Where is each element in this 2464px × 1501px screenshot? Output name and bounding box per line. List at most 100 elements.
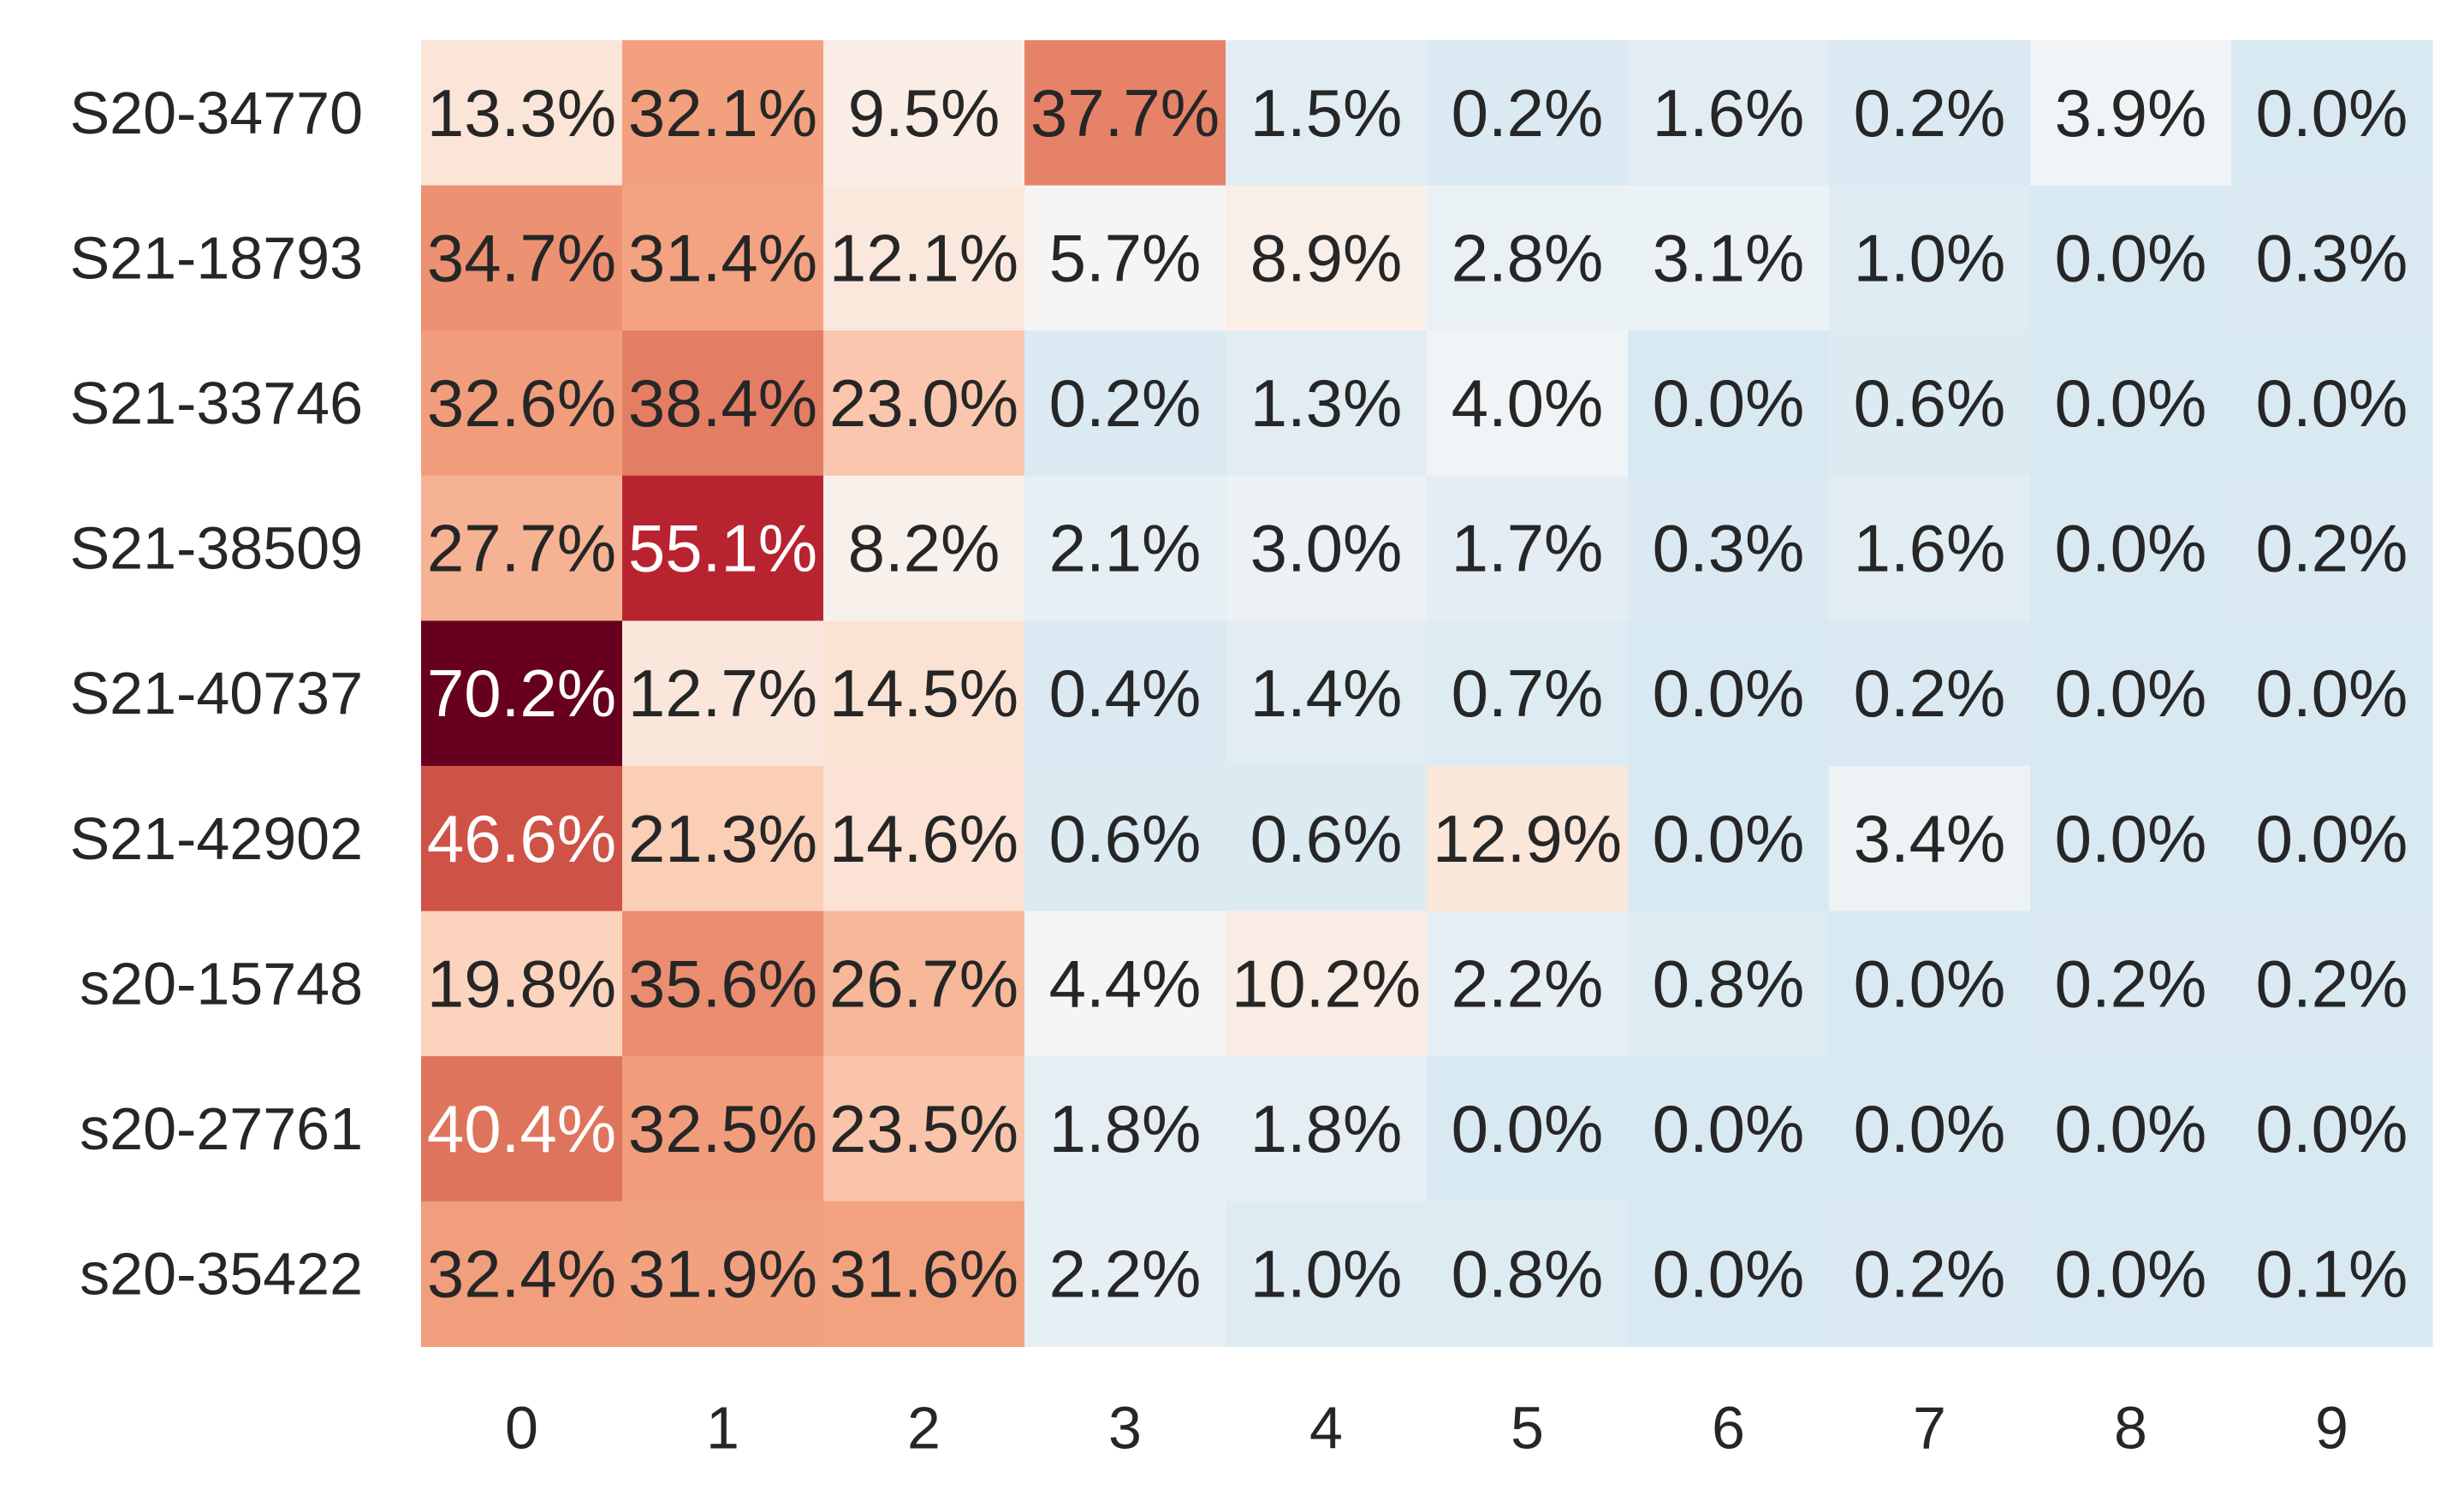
x-tick-label: 9 <box>2315 1394 2348 1461</box>
heatmap-cell-label: 32.5% <box>628 1091 817 1166</box>
x-tick-label: 6 <box>1712 1394 1745 1461</box>
y-axis-tick-labels: S20-34770 S21-18793 S21-33746 S21-38509 S21-… <box>69 80 363 1308</box>
heatmap-cell-label: 0.2% <box>2055 946 2207 1021</box>
heatmap-cell <box>1024 620 1226 767</box>
heatmap-cell-label: 4.4% <box>1049 946 1202 1021</box>
y-tick-label: S21-18793 <box>69 224 363 291</box>
heatmap-cell <box>622 766 824 912</box>
heatmap-cell-label: 0.8% <box>1653 946 1805 1021</box>
heatmap-cell-label: 0.2% <box>2256 946 2408 1021</box>
y-tick-label: S21-33746 <box>69 370 363 436</box>
heatmap-cell-label: 1.6% <box>1653 75 1805 151</box>
heatmap-cell-label: 0.4% <box>1049 656 1202 731</box>
heatmap-cell <box>622 185 824 331</box>
heatmap-cell <box>1427 1201 1629 1347</box>
x-tick-label: 5 <box>1511 1394 1544 1461</box>
heatmap-cell-label: 12.9% <box>1433 801 1622 876</box>
heatmap-cell-label: 1.6% <box>1854 511 2006 586</box>
heatmap-cell-label: 0.3% <box>1653 511 1805 586</box>
heatmap-cell <box>1628 1056 1830 1202</box>
heatmap-cell-label: 0.6% <box>1250 801 1403 876</box>
heatmap-cell <box>622 911 824 1057</box>
heatmap-cell-label: 1.8% <box>1049 1091 1202 1166</box>
heatmap-cell-label: 0.0% <box>2256 801 2408 876</box>
heatmap-cell <box>421 1056 623 1202</box>
heatmap-cell <box>622 1201 824 1347</box>
heatmap-cell-label: 0.0% <box>1653 656 1805 731</box>
heatmap-cell <box>1226 185 1428 331</box>
y-tick-label: s20-35422 <box>80 1241 363 1308</box>
heatmap-cell-label: 26.7% <box>829 946 1018 1021</box>
heatmap-cell <box>1628 766 1830 912</box>
heatmap-cell <box>1628 1201 1830 1347</box>
heatmap-cell-label: 1.4% <box>1250 656 1403 731</box>
heatmap-cell <box>421 911 623 1057</box>
heatmap-cell-label: 1.7% <box>1452 511 1604 586</box>
heatmap-cell <box>1628 40 1830 187</box>
heatmap-cell-label: 0.2% <box>2256 511 2408 586</box>
heatmap-cell <box>1829 766 2031 912</box>
heatmap-cell-labels: 13.3% 32.1% 9.5% 37.7% 1.5% 0.2% 1.6% 0.2% 3.9% 0… <box>427 75 2408 1312</box>
heatmap-cell-label: 55.1% <box>628 511 817 586</box>
heatmap-cell <box>421 330 623 477</box>
heatmap-cell-label: 0.0% <box>2055 801 2207 876</box>
heatmap-cell <box>2030 330 2232 477</box>
heatmap-cell-label: 23.5% <box>829 1091 1018 1166</box>
heatmap-cell <box>622 475 824 621</box>
heatmap-cell-label: 40.4% <box>427 1091 616 1166</box>
heatmap-cell <box>823 40 1025 187</box>
heatmap-cell-label: 32.6% <box>427 365 616 441</box>
heatmap-cell <box>823 766 1025 912</box>
x-tick-label: 1 <box>706 1394 739 1461</box>
y-tick-label: S20-34770 <box>69 80 363 146</box>
heatmap-cell <box>2231 330 2433 477</box>
heatmap-cell <box>2231 40 2433 187</box>
heatmap-cell-label: 9.5% <box>848 75 1000 151</box>
heatmap-cell <box>2231 475 2433 621</box>
heatmap-cell <box>823 620 1025 767</box>
heatmap-cell <box>1628 185 1830 331</box>
heatmap-cell-label: 12.7% <box>628 656 817 731</box>
heatmap-cell <box>2030 1056 2232 1202</box>
heatmap-cell <box>1024 40 1226 187</box>
heatmap-cell <box>1628 330 1830 477</box>
heatmap-cell-label: 37.7% <box>1030 75 1220 151</box>
heatmap-cell <box>1427 475 1629 621</box>
heatmap-cell <box>1427 911 1629 1057</box>
heatmap-cell <box>823 911 1025 1057</box>
heatmap-cell <box>1829 1201 2031 1347</box>
heatmap-cell <box>622 330 824 477</box>
heatmap-cell-label: 0.0% <box>2055 511 2207 586</box>
heatmap-cell <box>1226 475 1428 621</box>
heatmap-cell <box>1024 911 1226 1057</box>
heatmap-cell <box>1427 766 1629 912</box>
heatmap-cell-label: 1.8% <box>1250 1091 1403 1166</box>
heatmap-cell <box>1226 330 1428 477</box>
heatmap-cell-label: 0.2% <box>1049 365 1202 441</box>
heatmap-cell-label: 31.6% <box>829 1237 1018 1312</box>
heatmap-cell <box>1628 911 1830 1057</box>
heatmap-cell <box>2030 40 2232 187</box>
heatmap-cell-label: 1.0% <box>1250 1237 1403 1312</box>
heatmap-cell <box>1024 1056 1226 1202</box>
heatmap-cell-label: 12.1% <box>829 220 1018 295</box>
heatmap-cell <box>2231 911 2433 1057</box>
heatmap-cell-label: 0.6% <box>1854 365 2006 441</box>
heatmap-cell <box>1829 185 2031 331</box>
heatmap-cell-label: 0.0% <box>1854 946 2006 1021</box>
heatmap-cell <box>1829 911 2031 1057</box>
heatmap-cell-label: 0.2% <box>1854 656 2006 731</box>
heatmap-cell <box>2231 1056 2433 1202</box>
heatmap-cell-label: 0.2% <box>1452 75 1604 151</box>
heatmap-cell-label: 0.0% <box>2055 1091 2207 1166</box>
heatmap-cell <box>622 620 824 767</box>
heatmap-cell-label: 0.6% <box>1049 801 1202 876</box>
heatmap-cell-label: 0.0% <box>1452 1091 1604 1166</box>
y-tick-label: S21-40737 <box>69 660 363 727</box>
heatmap-cell <box>1226 620 1428 767</box>
heatmap-cell <box>2030 185 2232 331</box>
heatmap-cell-label: 34.7% <box>427 220 616 295</box>
heatmap-cell <box>823 1056 1025 1202</box>
x-tick-label: 8 <box>2114 1394 2147 1461</box>
